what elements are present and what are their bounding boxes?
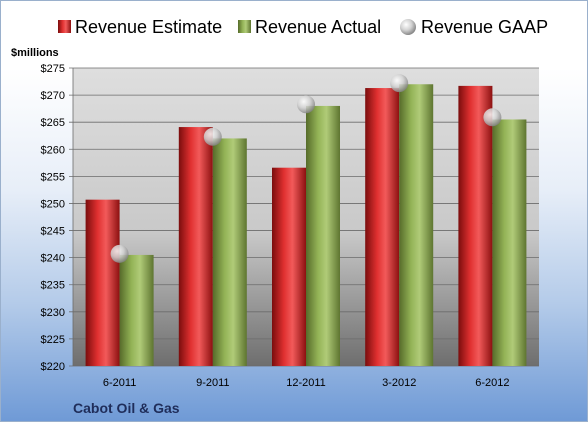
y-tick-label: $220 <box>41 361 65 373</box>
x-tick-label: 12-2011 <box>286 377 326 389</box>
legend: Revenue Estimate Revenue Actual Revenue … <box>58 17 548 37</box>
gaap-marker <box>297 95 315 114</box>
actual-bar <box>212 138 247 366</box>
estimate-bar <box>178 127 213 366</box>
y-tick-label: $260 <box>41 144 65 156</box>
company-name: Cabot Oil & Gas <box>73 400 180 416</box>
gaap-marker <box>110 244 129 263</box>
y-tick-label: $230 <box>41 307 65 319</box>
actual-bar <box>399 84 434 366</box>
estimate-bar <box>85 199 120 366</box>
y-tick-label: $235 <box>41 280 65 292</box>
x-tick-labels: 6-2011 9-2011 12-2011 3-2012 6-2012 <box>103 377 510 389</box>
gaap-marker <box>390 74 409 93</box>
y-tick-label: $225 <box>41 334 65 346</box>
x-tick-label: 9-2011 <box>196 377 229 389</box>
legend-swatch-actual <box>238 20 251 33</box>
y-tick-label: $245 <box>41 226 65 238</box>
y-tick-labels: $220 $225 $230 $235 $240 $245 $250 $255 $260 $265… <box>41 63 65 373</box>
y-axis-label: $millions <box>11 47 59 59</box>
actual-bar <box>119 254 154 366</box>
actual-bar <box>306 105 340 366</box>
legend-label-gaap: Revenue GAAP <box>421 17 548 37</box>
x-tick-label: 6-2012 <box>475 377 509 389</box>
estimate-bar <box>365 88 400 366</box>
legend-label-estimate: Revenue Estimate <box>75 17 222 37</box>
legend-swatch-estimate <box>58 20 71 33</box>
bars <box>85 84 527 367</box>
legend-item-actual: Revenue Actual <box>238 17 381 37</box>
gaap-marker <box>483 108 502 127</box>
y-tick-label: $250 <box>41 198 65 210</box>
actual-bar <box>492 119 527 367</box>
y-tick-label: $255 <box>41 171 65 183</box>
y-tick-label: $275 <box>41 63 65 75</box>
gaap-markers <box>110 74 502 263</box>
gaap-marker <box>203 127 222 146</box>
legend-swatch-gaap <box>400 19 416 35</box>
legend-item-estimate: Revenue Estimate <box>58 17 222 37</box>
x-tick-label: 3-2012 <box>382 377 416 389</box>
legend-label-actual: Revenue Actual <box>255 17 381 37</box>
legend-item-gaap: Revenue GAAP <box>400 17 548 37</box>
x-tick-label: 6-2011 <box>103 377 136 389</box>
y-tick-label: $240 <box>41 253 65 265</box>
y-tick-label: $270 <box>41 90 65 102</box>
y-tick-label: $265 <box>41 117 65 129</box>
estimate-bar <box>458 85 493 366</box>
estimate-bar <box>272 167 306 366</box>
